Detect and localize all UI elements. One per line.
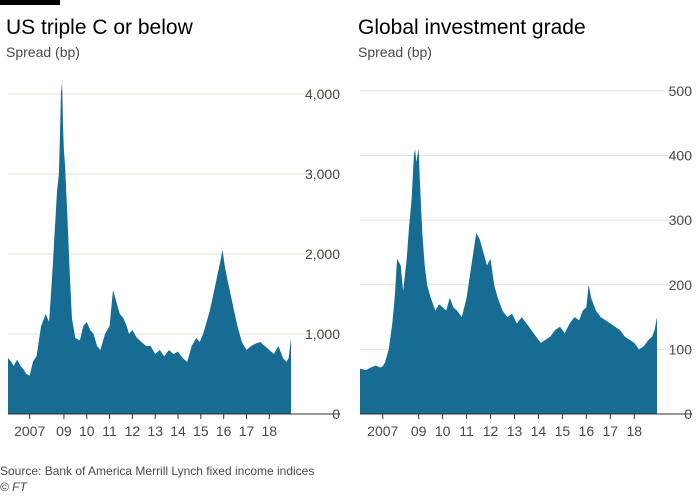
y-tick-label: 100 xyxy=(669,341,692,357)
y-tick-label: 400 xyxy=(669,148,692,164)
x-tick-label: 15 xyxy=(193,423,209,439)
ccc-chart-svg: 0 1,000 2,000 3,000 4,000 2007 09 10 11 12 13 14 15 1… xyxy=(8,82,340,439)
x-tick-label: 2007 xyxy=(14,423,45,439)
y-tick-label: 4,000 xyxy=(305,86,340,102)
x-tick-label: 14 xyxy=(531,423,547,439)
x-tick-label: 10 xyxy=(79,423,95,439)
x-tick-label: 17 xyxy=(239,423,255,439)
x-tick-label: 11 xyxy=(102,423,117,439)
y-tick-label: 0 xyxy=(332,406,340,422)
ft-topbar xyxy=(0,0,60,5)
chart-panel-ig: 0 100 200 300 400 500 2007 09 10 11 12 13 14 15 16 17 18… xyxy=(352,0,692,450)
chart-units: Spread (bp) xyxy=(358,44,432,60)
source-note: Source: Bank of America Merrill Lynch fi… xyxy=(0,464,315,478)
spread-area xyxy=(8,82,291,414)
ig-chart-svg: 0 100 200 300 400 500 2007 09 10 11 12 13 14 15 16 17 18 xyxy=(360,83,692,439)
y-tick-label: 3,000 xyxy=(305,166,340,182)
x-tick-label: 12 xyxy=(125,423,141,439)
y-tick-label: 300 xyxy=(669,212,692,228)
y-tick-label: 0 xyxy=(684,406,692,422)
x-tick-label: 16 xyxy=(579,423,595,439)
chart-title: US triple C or below xyxy=(6,16,193,39)
x-tick-label: 2007 xyxy=(367,423,398,439)
y-tick-label: 200 xyxy=(669,277,692,293)
y-tick-label: 500 xyxy=(669,83,692,99)
x-tick-label: 12 xyxy=(483,423,499,439)
x-tick-label: 09 xyxy=(411,423,427,439)
y-tick-label: 2,000 xyxy=(305,246,340,262)
chart-units: Spread (bp) xyxy=(6,44,80,60)
x-tick-label: 18 xyxy=(626,423,642,439)
x-tick-label: 17 xyxy=(603,423,619,439)
spread-area xyxy=(360,149,657,414)
y-tick-label: 1,000 xyxy=(305,326,340,342)
x-tick-label: 16 xyxy=(216,423,232,439)
ft-credit: © FT xyxy=(0,480,27,494)
chart-title: Global investment grade xyxy=(358,16,586,39)
chart-panel-ccc: 0 1,000 2,000 3,000 4,000 2007 09 10 11 12 13 14 15 1… xyxy=(0,0,340,450)
x-tick-label: 18 xyxy=(262,423,278,439)
x-tick-label: 14 xyxy=(170,423,186,439)
x-tick-label: 13 xyxy=(147,423,163,439)
x-tick-label: 13 xyxy=(507,423,523,439)
x-tick-label: 11 xyxy=(459,423,474,439)
x-tick-label: 15 xyxy=(555,423,571,439)
x-tick-label: 09 xyxy=(56,423,72,439)
x-tick-label: 10 xyxy=(435,423,451,439)
